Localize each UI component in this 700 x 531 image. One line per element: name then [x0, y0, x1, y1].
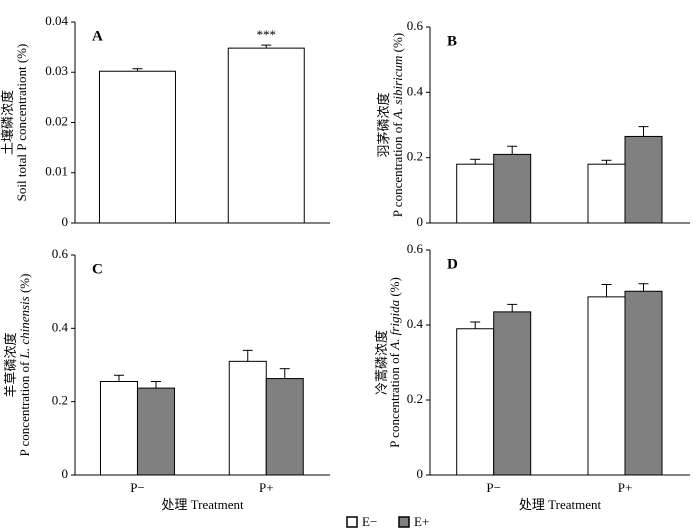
y-tick-label: 0.2 — [407, 149, 423, 164]
bar — [228, 360, 267, 476]
y-tick-label: 0.04 — [45, 13, 68, 28]
y-tick-label: 0 — [417, 466, 424, 481]
bar — [136, 387, 175, 476]
y-label-cn: 冷蒿磷浓度 — [374, 330, 389, 395]
y-label-part: Soil total P concentrationt (%) — [14, 44, 29, 202]
y-label-en: Soil total P concentrationt (%) — [14, 44, 29, 202]
y-tick-label: 0.03 — [45, 63, 68, 78]
y-tick-label: 0 — [62, 466, 69, 481]
panel-label: D — [447, 256, 458, 272]
bar — [456, 328, 495, 476]
bar — [227, 47, 305, 224]
legend-label: E+ — [414, 514, 429, 529]
y-label-part: A. sibiricum — [390, 56, 405, 121]
x-label: 处理 Treatment — [519, 497, 602, 512]
legend-label: E− — [362, 514, 377, 529]
y-label-cn: 羽茅磷浓度 — [376, 92, 391, 157]
y-label-part: P concentration of — [387, 350, 402, 448]
y-label-en: P concentration of L. chinensis (%) — [17, 274, 32, 457]
y-tick-label: 0.02 — [45, 113, 68, 128]
y-tick-label: 0.6 — [52, 246, 69, 261]
y-label-part: P concentration of — [390, 119, 405, 217]
y-tick-label: 0.4 — [407, 316, 424, 331]
panel-label: B — [447, 33, 457, 49]
y-label-en: P concentration of A. frigida (%) — [387, 277, 402, 448]
y-label-cn: 土壤磷浓度 — [0, 90, 15, 155]
y-tick-label: 0.01 — [45, 164, 68, 179]
bar — [624, 135, 663, 224]
bar — [493, 153, 532, 224]
bar — [624, 290, 663, 476]
y-label-part: P concentration of — [17, 358, 32, 456]
y-tick-label: 0.6 — [407, 18, 424, 33]
panel-label: A — [92, 28, 103, 44]
y-label-en: P concentration of A. sibiricum (%) — [390, 33, 405, 217]
annotation: *** — [257, 27, 277, 42]
bar — [98, 70, 176, 224]
y-tick-label: 0 — [417, 214, 424, 229]
y-tick-label: 0.6 — [407, 241, 424, 256]
legend-swatch — [346, 516, 358, 528]
y-label-cn: 羊草磷浓度 — [3, 332, 18, 397]
y-label-part: L. chinensis — [17, 296, 32, 359]
y-tick-label: 0.2 — [52, 393, 68, 408]
y-tick-label: 0 — [62, 214, 69, 229]
y-tick-label: 0.4 — [52, 319, 69, 334]
x-tick-label: P+ — [259, 480, 274, 495]
bar — [99, 381, 138, 476]
bar — [265, 378, 304, 476]
y-tick-label: 0.2 — [407, 391, 423, 406]
y-label-part: A. frigida — [387, 299, 402, 350]
legend-swatch — [398, 516, 410, 528]
y-label-part: (%) — [17, 274, 32, 297]
bar — [456, 163, 495, 224]
x-tick-label: P+ — [618, 480, 633, 495]
bar — [587, 163, 626, 224]
y-label-part: (%) — [390, 33, 405, 56]
x-tick-label: P− — [130, 480, 145, 495]
x-tick-label: P− — [486, 480, 501, 495]
panel-label: C — [92, 261, 103, 277]
x-label: 处理 Treatment — [161, 497, 244, 512]
y-tick-label: 0.4 — [407, 83, 424, 98]
y-label-part: (%) — [387, 277, 402, 300]
bar — [587, 296, 626, 476]
bar — [493, 311, 532, 476]
